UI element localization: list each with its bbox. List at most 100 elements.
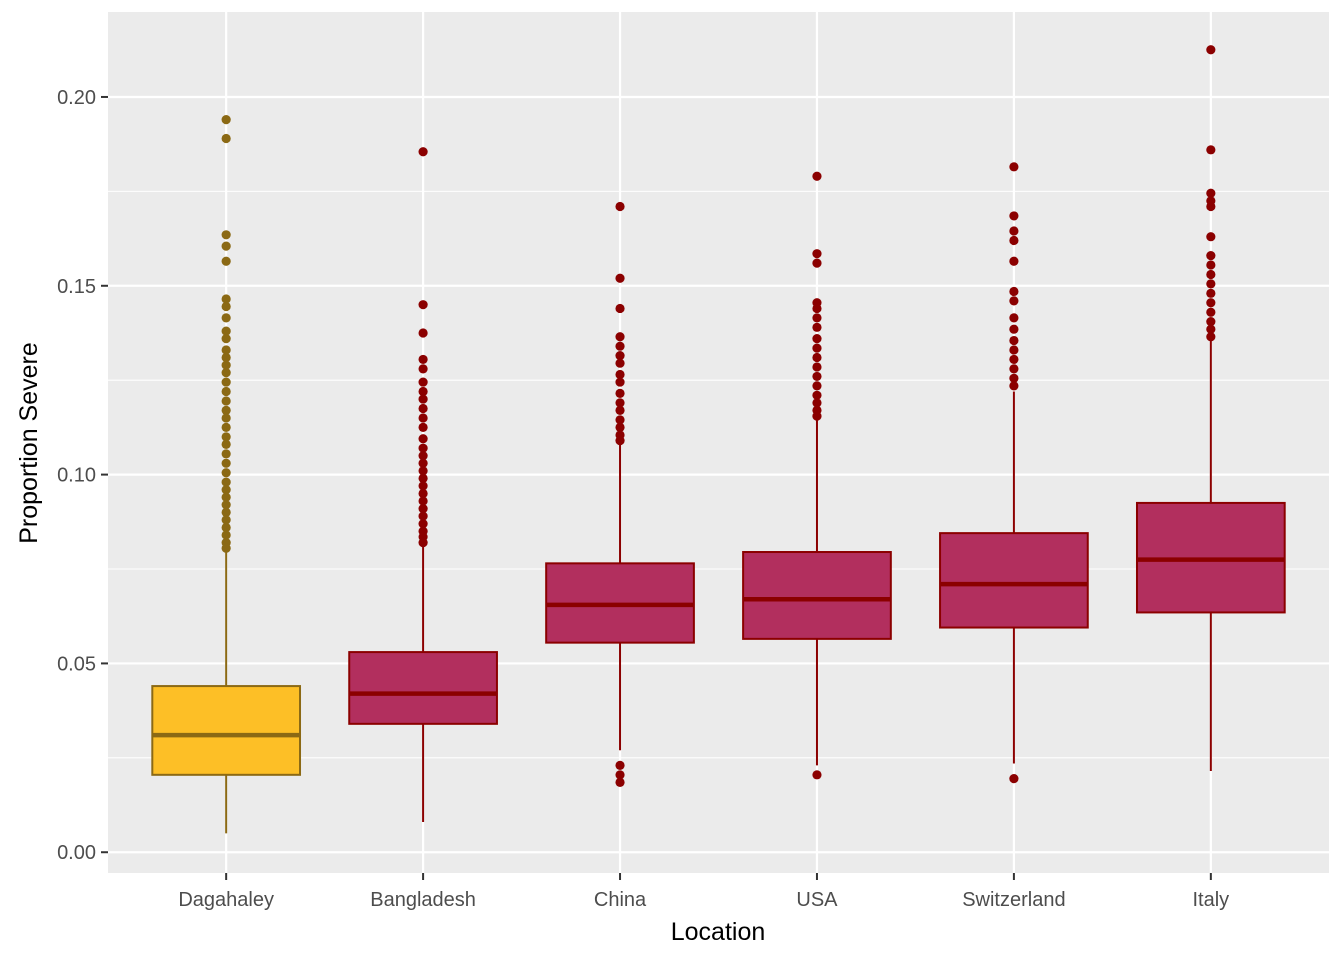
x-axis: Dagahaley Bangladesh China USA Switzerland It… <box>178 873 1229 911</box>
outlier-point <box>812 249 822 259</box>
outlier-point <box>812 258 822 268</box>
outlier-point <box>1009 256 1019 266</box>
outlier-point <box>418 451 428 461</box>
outlier-point <box>418 377 428 387</box>
outlier-point <box>418 413 428 423</box>
outlier-point <box>221 386 231 397</box>
outlier-point <box>812 322 822 332</box>
outlier-point <box>615 436 625 446</box>
outlier-point <box>221 115 231 125</box>
x-tick-label: Dagahaley <box>178 889 274 911</box>
outlier-point <box>221 301 231 312</box>
outlier-point <box>418 300 428 310</box>
outlier-point <box>418 386 428 397</box>
outlier-point <box>1009 335 1019 346</box>
outlier-point <box>1009 313 1019 323</box>
outlier-point <box>418 328 428 338</box>
outlier-point <box>221 439 231 449</box>
y-tick-label: 0.15 <box>57 276 96 298</box>
box-iqr <box>348 651 498 725</box>
outlier-point <box>418 519 428 529</box>
outlier-point <box>418 481 428 491</box>
outlier-point <box>418 503 428 514</box>
outlier-point <box>615 377 625 387</box>
outlier-point <box>221 485 231 495</box>
outlier-point <box>221 360 231 370</box>
outlier-point <box>1009 211 1019 221</box>
outlier-point <box>1206 250 1216 261</box>
outlier-point <box>221 477 231 487</box>
x-axis-title: Location <box>671 918 766 946</box>
plot-panel <box>108 12 1329 873</box>
outlier-point <box>615 341 625 351</box>
outlier-point <box>812 398 822 408</box>
outlier-point <box>221 256 231 266</box>
outlier-point <box>221 500 231 510</box>
y-tick-label: 0.05 <box>57 653 96 675</box>
outlier-point <box>418 466 428 476</box>
x-tick-label: China <box>594 889 647 911</box>
box-china <box>545 201 695 787</box>
outlier-point <box>1009 226 1019 236</box>
outlier-point <box>812 343 822 353</box>
outlier-point <box>221 368 231 378</box>
outlier-point <box>1206 260 1216 270</box>
box-bangladesh <box>348 147 498 823</box>
outlier-point <box>812 411 822 421</box>
outlier-point <box>1009 345 1019 355</box>
outlier-point <box>418 354 428 365</box>
outlier-point <box>1206 324 1216 334</box>
outlier-point <box>1206 279 1216 289</box>
outlier-point <box>1009 162 1019 172</box>
outlier-point <box>221 458 231 468</box>
outlier-point <box>1009 364 1019 374</box>
x-tick-label: Italy <box>1192 889 1229 911</box>
outlier-point <box>418 364 428 374</box>
outlier-point <box>812 303 822 314</box>
x-tick-label: USA <box>796 889 838 911</box>
outlier-point <box>221 492 231 502</box>
outlier-point <box>221 396 231 406</box>
outlier-point <box>221 530 231 540</box>
y-axis: 0.00 0.05 0.10 0.15 0.20 <box>57 87 108 864</box>
outlier-point <box>1009 296 1019 306</box>
minor-gridlines <box>108 190 1329 759</box>
outlier-point <box>221 422 231 432</box>
outlier-point <box>1009 354 1019 365</box>
outlier-point <box>221 515 231 525</box>
outlier-point <box>615 398 625 408</box>
outlier-point <box>615 415 625 425</box>
outlier-point <box>221 507 231 517</box>
outlier-point <box>221 313 231 323</box>
outlier-point <box>221 377 231 387</box>
outlier-point <box>418 473 428 483</box>
outlier-point <box>615 760 625 770</box>
outlier-point <box>615 422 625 432</box>
box-iqr <box>742 551 892 640</box>
outlier-point <box>812 362 822 372</box>
outlier-point <box>615 358 625 368</box>
outlier-point <box>418 403 428 414</box>
outlier-point <box>221 543 231 553</box>
outlier-point <box>615 351 625 361</box>
y-axis-title: Proportion Severe <box>15 342 43 544</box>
outlier-point <box>615 405 625 416</box>
outlier-point <box>418 458 428 468</box>
outlier-point <box>1009 381 1019 391</box>
outlier-point <box>221 334 231 344</box>
outlier-point <box>1206 307 1216 317</box>
y-tick-label: 0.00 <box>57 842 96 864</box>
x-tick-label: Switzerland <box>962 889 1065 911</box>
outlier-point <box>221 345 231 355</box>
outlier-point <box>615 777 625 787</box>
outlier-point <box>1206 288 1216 298</box>
box-usa <box>742 171 892 780</box>
outlier-point <box>615 388 625 399</box>
outlier-point <box>1206 269 1216 280</box>
outlier-point <box>221 522 231 533</box>
outlier-point <box>1009 324 1019 334</box>
outlier-point <box>418 147 428 157</box>
outlier-point <box>1206 45 1216 55</box>
outlier-point <box>221 326 231 336</box>
